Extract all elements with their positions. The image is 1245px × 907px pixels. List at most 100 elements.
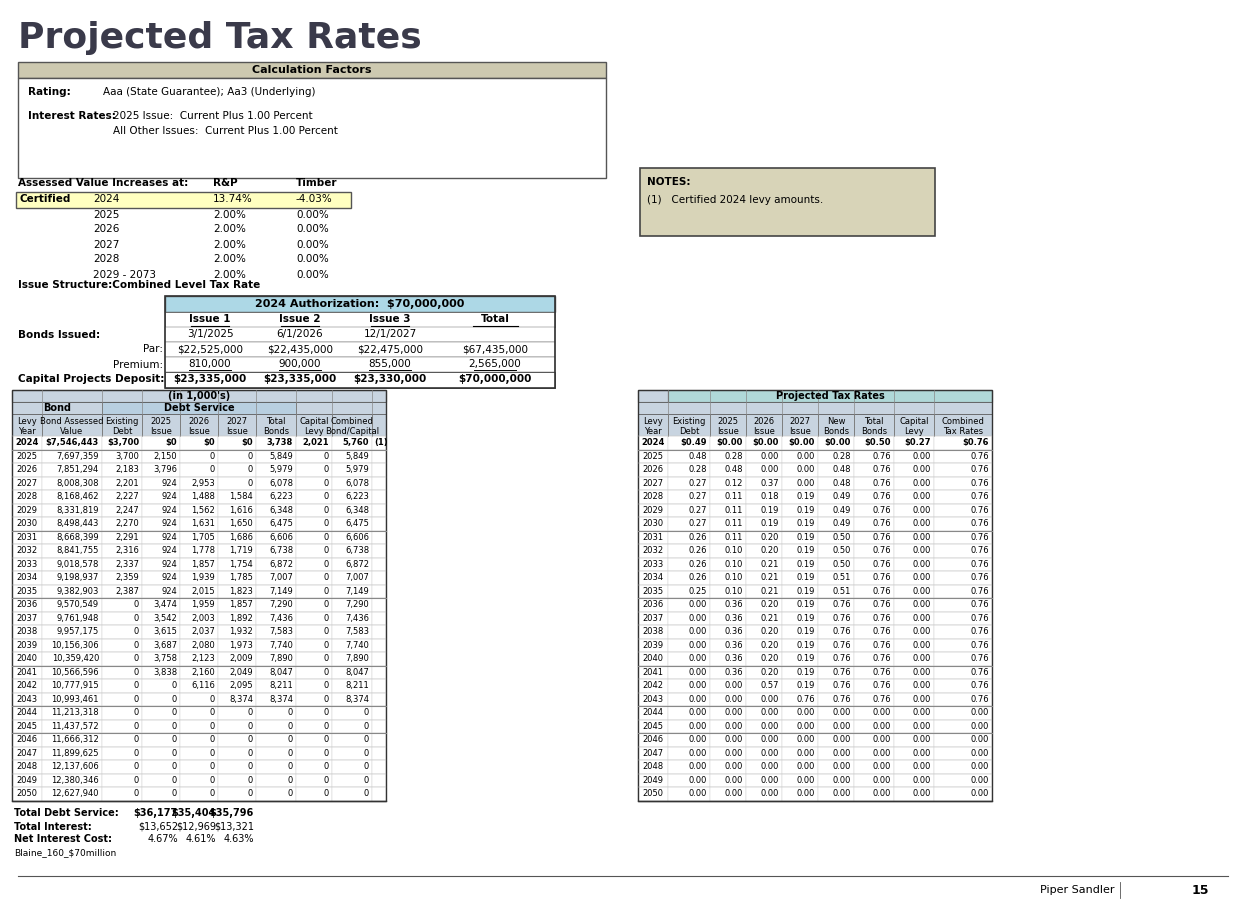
Text: 7,890: 7,890: [269, 654, 293, 663]
Bar: [746, 450, 782, 463]
Text: 0.76: 0.76: [970, 587, 989, 596]
Text: 8,374: 8,374: [269, 695, 293, 704]
Text: 11,437,572: 11,437,572: [51, 722, 100, 731]
Text: 0.00: 0.00: [913, 654, 931, 663]
Text: 0.19: 0.19: [797, 546, 815, 555]
Bar: [12, 746, 42, 760]
Bar: [218, 414, 256, 436]
Text: 7,740: 7,740: [269, 640, 293, 649]
Bar: [782, 558, 818, 571]
Text: 0.76: 0.76: [873, 640, 891, 649]
Bar: [218, 598, 256, 611]
Bar: [181, 787, 218, 801]
Text: 0: 0: [172, 708, 177, 717]
Text: 2045: 2045: [16, 722, 37, 731]
Text: 3/1/2025: 3/1/2025: [187, 329, 233, 339]
Bar: [12, 787, 42, 801]
Text: 10,156,306: 10,156,306: [51, 640, 100, 649]
Bar: [894, 584, 934, 598]
Bar: [42, 476, 102, 490]
Bar: [934, 706, 992, 719]
Bar: [934, 584, 992, 598]
Text: 0.11: 0.11: [725, 493, 743, 502]
Bar: [296, 625, 332, 639]
Text: 0.36: 0.36: [725, 600, 743, 610]
Text: 0.20: 0.20: [761, 668, 779, 677]
Bar: [102, 476, 142, 490]
Text: 0.76: 0.76: [970, 640, 989, 649]
Bar: [637, 774, 669, 787]
Bar: [181, 598, 218, 611]
Text: Issue: Issue: [789, 426, 810, 435]
Text: 6,606: 6,606: [345, 532, 369, 541]
Text: 0: 0: [324, 708, 329, 717]
Text: 0.76: 0.76: [970, 506, 989, 515]
Bar: [746, 490, 782, 503]
Text: 0.00: 0.00: [833, 749, 852, 757]
Text: 5,979: 5,979: [345, 465, 369, 474]
Bar: [934, 531, 992, 544]
Text: 0.00: 0.00: [797, 762, 815, 771]
Bar: [746, 719, 782, 733]
Bar: [332, 503, 372, 517]
Bar: [102, 733, 142, 746]
Text: 0: 0: [364, 708, 369, 717]
Text: 8,047: 8,047: [345, 668, 369, 677]
Bar: [854, 787, 894, 801]
Text: 0.00: 0.00: [913, 560, 931, 569]
Text: 0.00: 0.00: [913, 587, 931, 596]
Text: 2033: 2033: [642, 560, 664, 569]
Text: 2050: 2050: [642, 789, 664, 798]
Bar: [142, 598, 181, 611]
Text: Levy: Levy: [904, 426, 924, 435]
Bar: [637, 584, 669, 598]
Text: 0: 0: [324, 775, 329, 785]
Text: 0.00: 0.00: [688, 654, 707, 663]
Bar: [372, 787, 386, 801]
Bar: [256, 490, 296, 503]
Text: 0.00: 0.00: [833, 708, 852, 717]
Bar: [934, 666, 992, 679]
Text: 0.19: 0.19: [797, 519, 815, 528]
Bar: [710, 625, 746, 639]
Bar: [782, 666, 818, 679]
Text: 1,932: 1,932: [229, 628, 253, 636]
Text: 10,777,915: 10,777,915: [51, 681, 100, 690]
Text: 0.00: 0.00: [913, 789, 931, 798]
Text: 0.76: 0.76: [970, 532, 989, 541]
Text: Par:: Par:: [143, 345, 163, 355]
Bar: [637, 531, 669, 544]
Text: 0: 0: [288, 722, 293, 731]
Text: 6,223: 6,223: [269, 493, 293, 502]
Text: $0.27: $0.27: [905, 438, 931, 447]
Bar: [256, 787, 296, 801]
Text: 7,007: 7,007: [269, 573, 293, 582]
Text: $0.49: $0.49: [681, 438, 707, 447]
Text: 0.20: 0.20: [761, 640, 779, 649]
Bar: [854, 450, 894, 463]
Text: 2031: 2031: [642, 532, 664, 541]
Bar: [332, 558, 372, 571]
Text: 0.49: 0.49: [833, 493, 852, 502]
Text: 0.00: 0.00: [688, 681, 707, 690]
Text: 0.00: 0.00: [761, 452, 779, 461]
Text: 2.00%: 2.00%: [213, 225, 245, 235]
Bar: [181, 558, 218, 571]
Text: Bond Assessed: Bond Assessed: [40, 416, 103, 425]
Text: 0: 0: [324, 587, 329, 596]
Bar: [710, 706, 746, 719]
Bar: [181, 490, 218, 503]
Bar: [637, 436, 669, 450]
Bar: [669, 693, 710, 706]
Bar: [166, 296, 555, 388]
Text: 3,615: 3,615: [153, 628, 177, 636]
Bar: [782, 719, 818, 733]
Text: 0.27: 0.27: [688, 506, 707, 515]
Bar: [818, 774, 854, 787]
Bar: [256, 733, 296, 746]
Text: 2.00%: 2.00%: [213, 210, 245, 219]
Bar: [637, 450, 669, 463]
Text: 0.37: 0.37: [761, 479, 779, 488]
Text: Timber: Timber: [296, 178, 337, 188]
Bar: [218, 450, 256, 463]
